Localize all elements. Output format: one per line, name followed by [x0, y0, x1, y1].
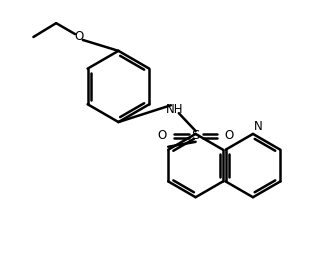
Text: O: O	[224, 129, 234, 142]
Text: O: O	[158, 129, 167, 142]
Text: O: O	[74, 30, 84, 43]
Text: N: N	[254, 120, 263, 133]
Text: NH: NH	[166, 103, 184, 116]
Text: S: S	[191, 129, 200, 142]
